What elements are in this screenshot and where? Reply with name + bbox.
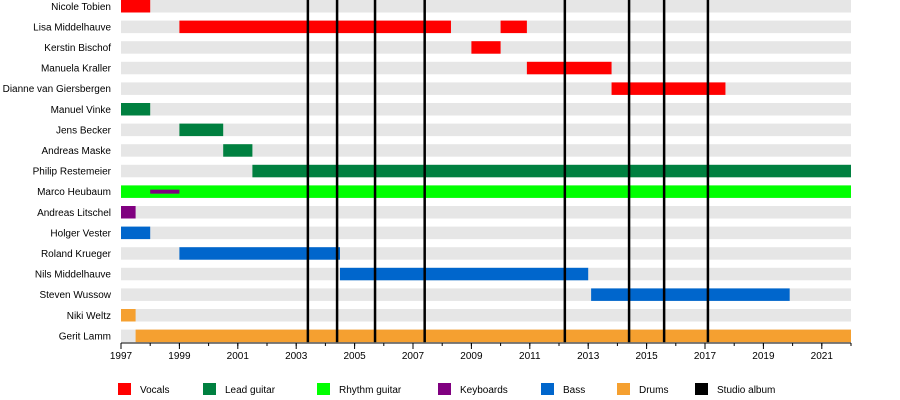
x-tick-label: 2001 (227, 351, 250, 362)
row-background (121, 309, 851, 322)
row-background (121, 206, 851, 219)
member-label-dianne-van-giersbergen: Dianne van Giersbergen (3, 84, 111, 95)
row-background (121, 61, 851, 75)
bar-lisa-middelhauve-vocals (500, 20, 527, 34)
member-label-philip-restemeier: Philip Restemeier (33, 167, 112, 178)
row-background (121, 226, 851, 240)
bar-philip-restemeier-lead-guitar (252, 164, 851, 178)
member-label-roland-krueger: Roland Krueger (41, 249, 112, 260)
legend-label-bass: Bass (563, 385, 585, 396)
x-tick-label: 2021 (811, 351, 834, 362)
member-label-niki-weltz: Niki Weltz (67, 311, 111, 322)
x-tick-label: 2009 (460, 351, 483, 362)
member-label-marco-heubaum: Marco Heubaum (37, 187, 111, 198)
row-background (121, 144, 851, 157)
member-label-nicole-tobien: Nicole Tobien (51, 2, 111, 13)
bar-lisa-middelhauve-vocals (179, 20, 451, 34)
legend-swatch-studio-album (695, 383, 708, 395)
x-tick-label: 2007 (402, 351, 425, 362)
membership-bars (121, 0, 852, 343)
legend-label-keyboards: Keyboards (460, 385, 508, 396)
member-label-manuel-vinke: Manuel Vinke (51, 105, 112, 116)
x-tick-label: 2003 (285, 351, 308, 362)
x-tick-label: 1999 (168, 351, 191, 362)
member-label-manuela-kraller: Manuela Kraller (41, 64, 112, 75)
bar-dianne-van-giersbergen-vocals (611, 82, 726, 95)
member-label-holger-vester: Holger Vester (50, 228, 111, 239)
legend: Vocals Lead guitar Rhythm guitar Keyboards B… (118, 383, 775, 396)
legend-swatch-keyboards (438, 383, 451, 395)
x-tick-label: 2011 (519, 351, 541, 362)
x-tick-label: 2015 (635, 351, 658, 362)
member-label-jens-becker: Jens Becker (56, 125, 112, 136)
bar-holger-vester-bass (121, 226, 151, 240)
x-tick-label: 2017 (694, 351, 717, 362)
bar-steven-wussow-bass (591, 288, 790, 301)
x-tick-label: 2019 (752, 351, 775, 362)
x-axis: 1997 1999 2001 2003 2005 2007 2009 2011 2013 2015… (110, 342, 852, 362)
member-label-lisa-middelhauve: Lisa Middelhauve (33, 22, 111, 33)
legend-swatch-bass (541, 383, 554, 395)
legend-label-studio-album: Studio album (717, 385, 775, 396)
member-label-andreas-litschel: Andreas Litschel (37, 208, 111, 219)
bar-nils-middelhauve-bass (340, 267, 589, 281)
bar-marco-heubaum-keyboards (150, 189, 180, 194)
legend-label-rhythm-guitar: Rhythm guitar (339, 385, 402, 396)
x-tick-label: 2013 (577, 351, 600, 362)
x-tick-label: 2005 (343, 351, 366, 362)
row-background (121, 0, 851, 13)
studio-album-lines (306, 0, 710, 343)
member-label-andreas-maske: Andreas Maske (42, 146, 112, 157)
bar-andreas-litschel-keyboards (121, 206, 136, 219)
legend-label-vocals: Vocals (140, 385, 169, 396)
legend-swatch-drums (617, 383, 630, 395)
bar-nicole-tobien-vocals (121, 0, 151, 13)
legend-swatch-vocals (118, 383, 131, 395)
member-label-steven-wussow: Steven Wussow (39, 290, 111, 301)
row-background (121, 103, 851, 116)
bar-jens-becker-lead-guitar (179, 123, 224, 137)
x-tick-label: 1997 (110, 351, 133, 362)
bar-manuel-vinke-lead-guitar (121, 103, 151, 116)
legend-swatch-lead-guitar (203, 383, 216, 395)
bar-kerstin-bischof-vocals (471, 41, 501, 54)
legend-swatch-rhythm-guitar (317, 383, 330, 395)
legend-label-drums: Drums (639, 385, 668, 396)
bar-roland-krueger-bass (179, 247, 340, 260)
member-label-nils-middelhauve: Nils Middelhauve (35, 270, 112, 281)
bar-marco-heubaum-rhythm-guitar (121, 185, 851, 198)
bar-andreas-maske-lead-guitar (223, 144, 253, 157)
row-background (121, 123, 851, 137)
bar-gerit-lamm-drums (135, 329, 852, 343)
member-label-gerit-lamm: Gerit Lamm (59, 331, 111, 342)
member-labels: Nicole Tobien Lisa Middelhauve Kerstin Bis… (3, 2, 112, 343)
member-label-kerstin-bischof: Kerstin Bischof (44, 43, 111, 54)
row-background (121, 82, 851, 95)
legend-label-lead-guitar: Lead guitar (225, 385, 276, 396)
bar-manuela-kraller-vocals (526, 61, 612, 75)
bar-niki-weltz-drums (121, 309, 136, 322)
